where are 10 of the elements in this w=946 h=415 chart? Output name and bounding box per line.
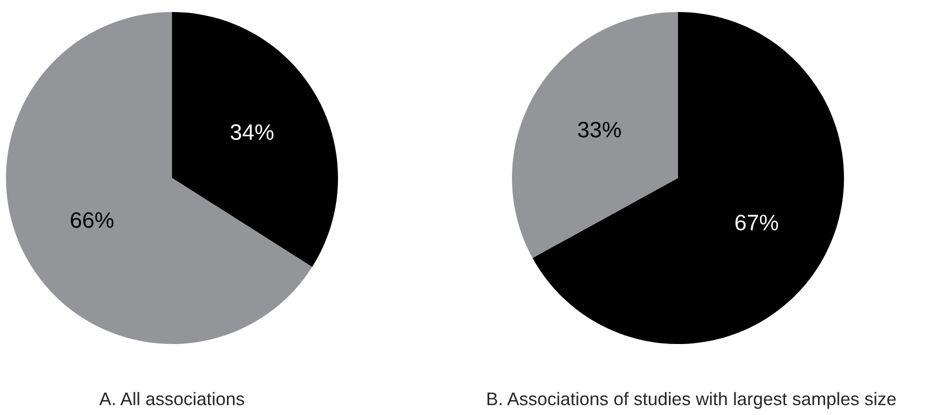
data-label: 34%: [230, 124, 274, 140]
pie-slice: [6, 12, 312, 344]
data-label: 33%: [578, 122, 621, 138]
data-label: 66%: [70, 212, 114, 228]
pie-slice: [512, 12, 678, 258]
text: B. Associations of studies with largest samples size: [488, 392, 896, 409]
text: A. All associations: [99, 392, 244, 406]
data-label: 67%: [735, 214, 778, 230]
pie-slice: [532, 12, 844, 344]
pie-slice: [172, 12, 338, 267]
